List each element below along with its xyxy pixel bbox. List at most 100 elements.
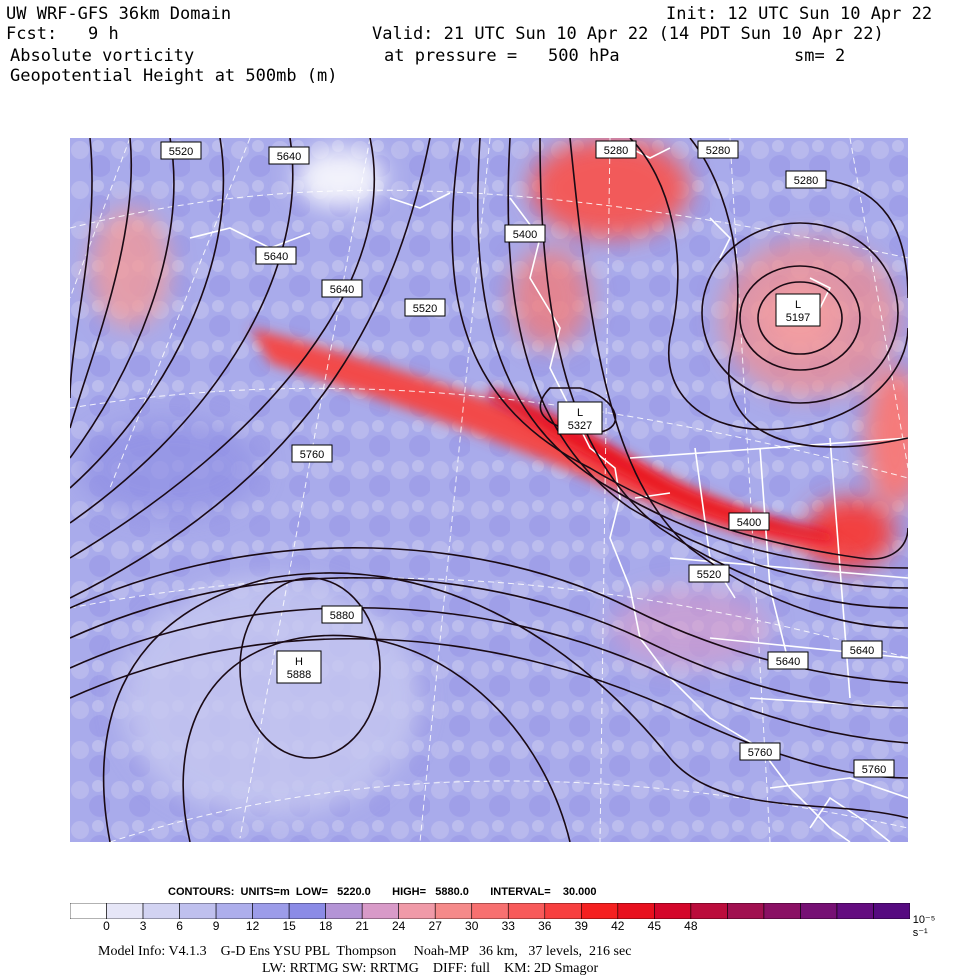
colorbar-tick: 36 <box>538 919 552 933</box>
colorbar-swatch <box>179 903 217 919</box>
colorbar-swatch <box>398 903 436 919</box>
pressure-value: 500 hPa <box>548 46 620 66</box>
colorbar-tick: 33 <box>501 919 515 933</box>
colorbar-tick: 30 <box>465 919 479 933</box>
colorbar-tick: 3 <box>139 919 147 933</box>
colorbar-swatch <box>434 903 473 919</box>
colorbar-swatch <box>507 903 546 919</box>
contour-label: 5880 <box>321 605 363 624</box>
vorticity-height-map: 5520 5640 5280 5280 5280 5400 5640 5640 5520 5760… <box>70 138 908 842</box>
colorbar-tick: 27 <box>428 919 442 933</box>
field-height-title: Geopotential Height at 500mb (m) <box>10 66 338 86</box>
colorbar-swatch <box>106 903 144 919</box>
colorbar-tick: 15 <box>282 919 296 933</box>
svg-text:5640: 5640 <box>330 284 354 296</box>
svg-text:5520: 5520 <box>697 569 721 581</box>
svg-text:5280: 5280 <box>706 145 730 157</box>
colorbar-swatch <box>142 903 180 919</box>
svg-text:5280: 5280 <box>604 145 628 157</box>
svg-text:5880: 5880 <box>330 610 354 622</box>
colorbar-tick: 42 <box>611 919 625 933</box>
colorbar-tick: 48 <box>684 919 698 933</box>
colorbar-swatch <box>763 903 801 919</box>
contour-label: 5640 <box>268 146 310 165</box>
contour-label: 5760 <box>853 759 895 778</box>
contour-label: 5520 <box>404 298 446 317</box>
contour-label: 5640 <box>767 651 809 670</box>
vorticity-max-core <box>490 388 835 543</box>
svg-text:5640: 5640 <box>850 645 874 657</box>
svg-text:5400: 5400 <box>513 229 537 241</box>
colorbar-swatch <box>471 903 509 919</box>
svg-text:5280: 5280 <box>794 175 818 187</box>
physics-info: LW: RRTMG SW: RRTMG DIFF: full KM: 2D Sm… <box>262 961 599 976</box>
contour-label: 5760 <box>291 444 333 463</box>
svg-text:5760: 5760 <box>862 764 886 776</box>
forecast-hour: 9 h <box>88 24 119 44</box>
pressure-label: at pressure = <box>384 46 518 66</box>
colorbar-tick: 6 <box>176 919 183 933</box>
contours-info: CONTOURS: UNITS=m LOW= 5220.0 HIGH= 5880… <box>168 886 597 898</box>
contour-label: 5640 <box>255 246 297 265</box>
colorbar-tick: 45 <box>647 919 662 933</box>
center-value: 5327 <box>568 420 592 432</box>
center-value: 5888 <box>287 669 311 681</box>
colorbar-tick: 12 <box>245 919 260 933</box>
svg-text:5640: 5640 <box>264 251 288 263</box>
colorbar-swatch <box>873 903 910 919</box>
colorbar-tick: 9 <box>212 919 220 933</box>
colorbar <box>70 903 910 919</box>
colorbar-swatch <box>800 903 838 919</box>
contour-label: 5280 <box>785 170 827 189</box>
colorbar-tick-labels: 0 3 6 9 12 15 18 21 24 27 30 33 36 39 42 45 48 10⁻⁵ s⁻¹ <box>70 914 935 939</box>
contour-label: 5760 <box>739 742 781 761</box>
colorbar-tick: 0 <box>103 919 110 933</box>
center-letter: L <box>795 299 801 311</box>
colorbar-swatch <box>617 903 655 919</box>
colorbar-swatch <box>70 903 107 919</box>
svg-text:5760: 5760 <box>300 449 324 461</box>
colorbar-tick: 21 <box>355 919 369 933</box>
contour-label: 5520 <box>688 564 730 583</box>
contour-label: 5280 <box>697 140 739 159</box>
forecast-label: Fcst: <box>6 24 58 44</box>
colorbar-tick: 39 <box>574 919 588 933</box>
center-value: 5197 <box>786 312 810 324</box>
contour-label-layer: 5520 5640 5280 5280 5280 5400 5640 5640 5520 5760… <box>160 140 895 778</box>
center-letter: L <box>577 407 583 419</box>
colorbar-swatch <box>215 903 253 919</box>
height-contours <box>70 138 908 842</box>
colorbar-swatch <box>361 903 399 919</box>
colorbar-tick: 24 <box>392 919 406 933</box>
colorbar-tick: 18 <box>318 919 333 933</box>
lat-lon-grid <box>70 138 908 842</box>
colorbar-swatch <box>654 903 692 919</box>
contour-label: 5400 <box>504 224 546 243</box>
svg-text:5640: 5640 <box>776 656 800 668</box>
model-title: UW WRF-GFS 36km Domain <box>6 4 232 24</box>
colorbar-swatch <box>836 903 874 919</box>
contour-label: 5400 <box>728 512 770 531</box>
field-vorticity-title: Absolute vorticity <box>10 46 195 66</box>
colorbar-swatch <box>325 903 363 919</box>
colorbar-swatch <box>252 903 290 919</box>
svg-text:5760: 5760 <box>748 747 772 759</box>
colorbar-swatch <box>544 903 582 919</box>
contour-label: 5640 <box>841 640 883 659</box>
svg-text:5640: 5640 <box>277 151 301 163</box>
center-letter: H <box>295 656 303 668</box>
smoothing-value: sm= 2 <box>794 46 846 66</box>
colorbar-swatch <box>581 903 619 919</box>
svg-text:5400: 5400 <box>737 517 761 529</box>
svg-text:5520: 5520 <box>413 303 437 315</box>
contour-label: 5280 <box>595 140 637 159</box>
colorbar-swatch <box>727 903 765 919</box>
valid-time: Valid: 21 UTC Sun 10 Apr 22 (14 PDT Sun … <box>372 24 884 44</box>
colorbar-swatch <box>690 903 728 919</box>
init-time: Init: 12 UTC Sun 10 Apr 22 <box>666 4 933 24</box>
svg-text:5520: 5520 <box>169 146 193 158</box>
colorbar-swatch <box>288 903 326 919</box>
